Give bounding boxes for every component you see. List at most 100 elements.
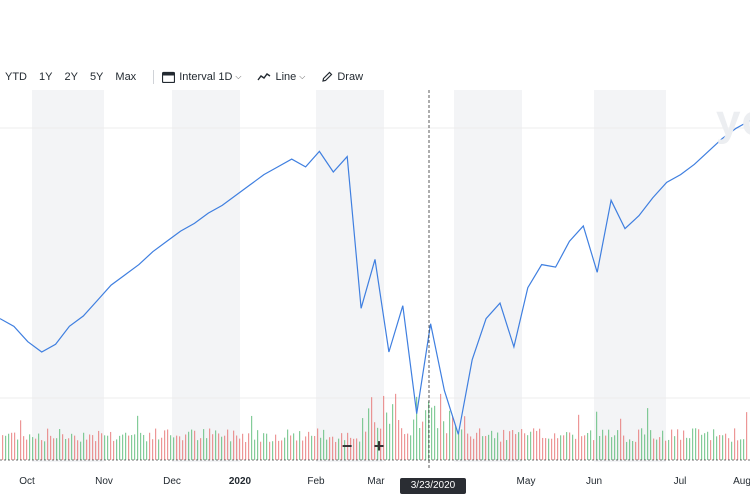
price-line — [0, 120, 750, 435]
volume-bar — [212, 434, 214, 460]
volume-bar — [689, 438, 691, 460]
volume-bar — [305, 436, 307, 460]
volume-bar — [155, 428, 157, 460]
interval-dropdown[interactable]: Interval 1D ⌵ — [162, 71, 241, 83]
volume-bar — [188, 431, 190, 460]
volume-bar — [86, 439, 88, 460]
volume-bar — [419, 428, 421, 460]
volume-bar — [620, 418, 622, 460]
volume-bar — [536, 430, 538, 460]
volume-bar — [206, 438, 208, 460]
volume-bar — [47, 428, 49, 460]
volume-bar — [659, 437, 661, 460]
volume-bar — [431, 407, 433, 460]
volume-bar — [440, 393, 442, 460]
volume-bar — [581, 436, 583, 460]
volume-bar — [5, 435, 7, 460]
volume-bar — [77, 440, 79, 460]
volume-bar — [434, 405, 436, 460]
volume-bar — [470, 436, 472, 460]
volume-bar — [446, 433, 448, 460]
volume-bar — [20, 420, 22, 460]
x-tick-label: Aug — [733, 476, 750, 487]
zoom-out-button[interactable]: − — [341, 436, 353, 456]
volume-bar — [152, 439, 154, 460]
volume-bar — [452, 416, 454, 460]
line-type-dropdown[interactable]: Line ⌵ — [257, 71, 305, 83]
volume-bar — [635, 441, 637, 460]
draw-label: Draw — [337, 71, 364, 83]
volume-bar — [389, 423, 391, 460]
volume-bar — [656, 439, 658, 460]
volume-bar — [311, 435, 313, 460]
volume-bar — [122, 434, 124, 460]
volume-bar — [605, 435, 607, 460]
volume-bar — [179, 436, 181, 460]
volume-bar — [650, 430, 652, 460]
volume-bar — [326, 439, 328, 460]
volume-bar — [602, 429, 604, 460]
volume-bar — [65, 438, 67, 460]
volume-bar — [416, 396, 418, 460]
volume-bar — [704, 433, 706, 460]
volume-bar — [599, 435, 601, 460]
volume-bar — [500, 441, 502, 460]
volume-bar — [710, 440, 712, 460]
volume-bar — [125, 432, 127, 460]
volume-bar — [692, 428, 694, 460]
volume-bar — [350, 437, 352, 460]
volume-bar — [116, 439, 118, 460]
range-5y-button[interactable]: 5Y — [89, 71, 104, 83]
volume-bar — [257, 430, 259, 460]
volume-bar — [356, 438, 358, 460]
x-tick-label: Feb — [307, 476, 325, 487]
volume-bar — [497, 432, 499, 460]
month-bands — [32, 90, 666, 462]
volume-bar — [422, 421, 424, 460]
volume-bar — [353, 438, 355, 460]
volume-bar — [404, 434, 406, 460]
volume-bar — [50, 435, 52, 460]
volume-bar — [44, 441, 46, 460]
volume-bar — [374, 422, 376, 460]
volume-bars — [2, 393, 748, 460]
volume-bar — [701, 434, 703, 460]
toolbar-divider — [153, 70, 155, 84]
volume-bar — [107, 435, 109, 460]
volume-bar — [317, 428, 319, 460]
line-chart-icon — [257, 73, 271, 81]
volume-bar — [506, 440, 508, 460]
price-chart[interactable]: Oct Nov Dec 2020 Feb Mar May Jun Jul Aug — [0, 90, 750, 500]
volume-bar — [476, 432, 478, 460]
range-2y-button[interactable]: 2Y — [64, 71, 78, 83]
volume-bar — [518, 432, 520, 460]
interval-label: Interval — [179, 71, 216, 83]
range-1y-button[interactable]: 1Y — [39, 71, 53, 83]
volume-bar — [128, 435, 130, 460]
volume-bar — [464, 416, 466, 460]
volume-bar — [695, 428, 697, 460]
volume-bar — [224, 435, 226, 460]
volume-bar — [341, 433, 343, 460]
volume-bar — [338, 438, 340, 460]
volume-bar — [185, 434, 187, 460]
volume-bar — [320, 437, 322, 460]
volume-bar — [218, 433, 220, 460]
volume-bar — [275, 434, 277, 460]
volume-bar — [626, 441, 628, 460]
chart-toolbar: YTD 1Y 2Y 5Y Max Interval 1D ⌵ Line ⌵ Draw — [0, 64, 750, 90]
range-max-button[interactable]: Max — [115, 71, 137, 83]
volume-bar — [455, 426, 457, 460]
range-ytd-button[interactable]: YTD — [5, 71, 27, 83]
volume-bar — [68, 438, 70, 460]
volume-bar — [563, 435, 565, 460]
volume-bar — [41, 440, 43, 460]
volume-bar — [383, 395, 385, 460]
volume-bar — [83, 432, 85, 460]
draw-button[interactable]: Draw — [321, 71, 363, 83]
volume-bar — [593, 440, 595, 460]
volume-bar — [524, 433, 526, 460]
volume-bar — [380, 428, 382, 460]
zoom-in-button[interactable]: + — [373, 436, 385, 456]
volume-bar — [638, 429, 640, 460]
